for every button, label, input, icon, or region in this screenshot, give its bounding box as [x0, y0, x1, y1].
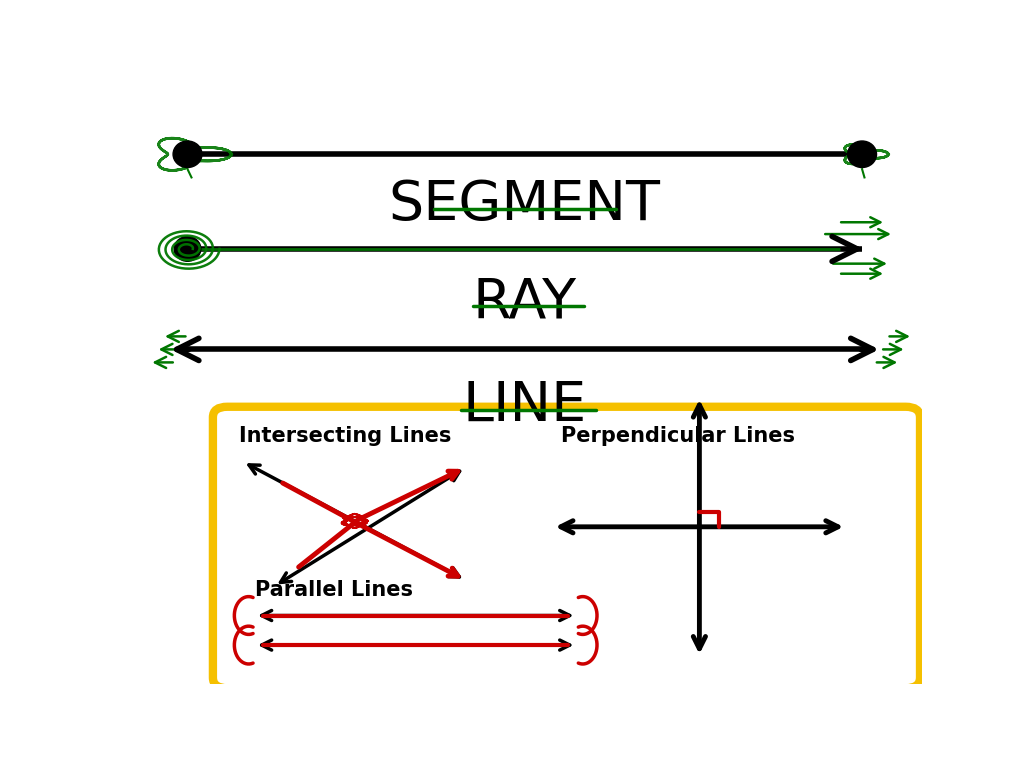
- Text: RAY: RAY: [473, 276, 577, 329]
- Ellipse shape: [173, 141, 202, 167]
- Ellipse shape: [848, 141, 877, 167]
- Text: Perpendicular Lines: Perpendicular Lines: [560, 426, 795, 446]
- Text: SEGMENT: SEGMENT: [389, 178, 660, 232]
- Text: Intersecting Lines: Intersecting Lines: [240, 426, 452, 446]
- FancyBboxPatch shape: [213, 407, 920, 688]
- Text: LINE: LINE: [463, 379, 587, 433]
- Ellipse shape: [174, 237, 201, 261]
- Text: Parallel Lines: Parallel Lines: [255, 580, 413, 600]
